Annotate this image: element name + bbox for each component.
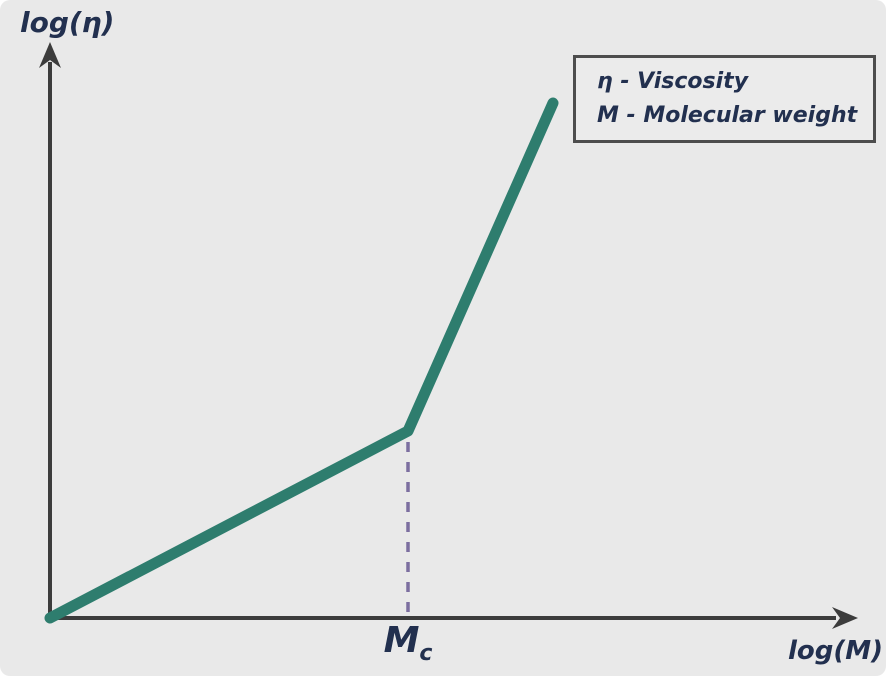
- y-axis-label: log(η): [20, 6, 115, 39]
- mc-tick-label: Mc: [358, 620, 458, 665]
- legend-item-molecular-weight: M - Molecular weight: [597, 103, 858, 128]
- x-axis-arrow-icon: [832, 607, 858, 629]
- mc-base: M: [383, 620, 420, 661]
- viscosity-curve: [44, 97, 559, 624]
- y-axis-arrow-icon: [39, 42, 61, 68]
- legend-box: η - Viscosity M - Molecular weight: [573, 55, 876, 143]
- x-axis-label: log(M): [788, 636, 884, 666]
- mc-subscript: c: [419, 641, 433, 667]
- legend-item-viscosity: η - Viscosity: [597, 69, 749, 94]
